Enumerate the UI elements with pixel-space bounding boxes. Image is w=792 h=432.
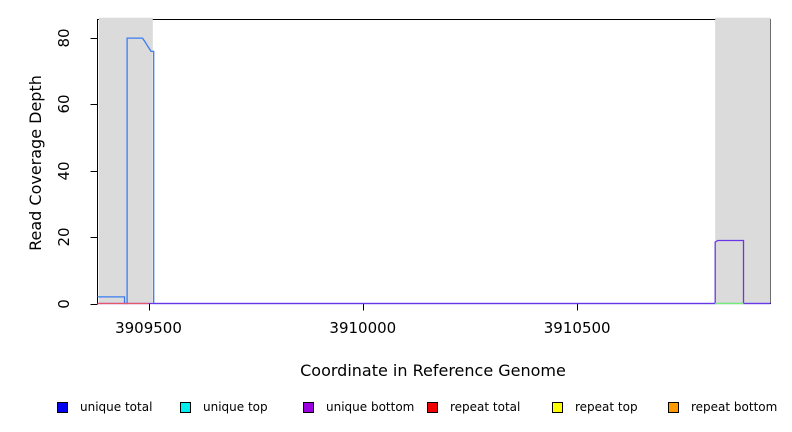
series-unique-total-line	[97, 37, 771, 305]
y-tick-label: 40	[55, 161, 73, 181]
y-tick-label: 60	[55, 94, 73, 114]
repeat-region-band-0	[98, 17, 153, 304]
x-axis-title: Coordinate in Reference Genome	[300, 361, 566, 380]
x-tick-label: 3910000	[329, 319, 397, 337]
plot-box	[97, 19, 771, 304]
y-axis-title: Read Coverage Depth	[26, 75, 45, 251]
series-unique-bottom-line	[97, 239, 771, 305]
x-tick-label: 3910500	[543, 319, 611, 337]
y-tick-label: 0	[55, 298, 73, 309]
y-tick-label: 20	[55, 227, 73, 247]
y-tick-label: 80	[55, 28, 73, 48]
x-tick-label: 3909500	[115, 319, 182, 337]
